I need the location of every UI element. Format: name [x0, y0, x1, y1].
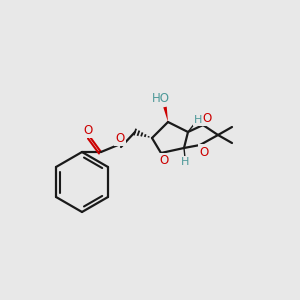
- Text: O: O: [159, 154, 169, 167]
- Text: O: O: [83, 124, 93, 136]
- Text: O: O: [200, 146, 208, 158]
- Text: HO: HO: [152, 92, 170, 104]
- Text: H: H: [194, 115, 202, 125]
- Polygon shape: [163, 107, 168, 122]
- Text: H: H: [181, 157, 189, 167]
- Text: O: O: [116, 131, 124, 145]
- Text: O: O: [202, 112, 211, 124]
